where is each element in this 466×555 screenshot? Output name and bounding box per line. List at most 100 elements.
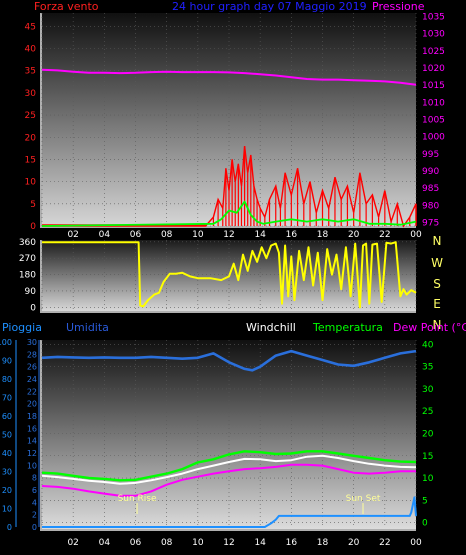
rain-tick-label: 70 xyxy=(2,394,12,403)
pressure-tick-label: 1020 xyxy=(422,64,445,74)
temp-humidity-axis-labels: 0510152025303540010203040506070809010002… xyxy=(0,338,434,548)
chart-title: 24 hour graph day 07 Maggio 2019 xyxy=(172,0,367,13)
wind-pressure-axis-labels: 0510152025303540459759809859909951000100… xyxy=(25,12,446,240)
compass-label: E xyxy=(433,297,441,311)
x-tick-label: 06 xyxy=(130,230,142,240)
temperature-tick-label: 15 xyxy=(422,452,433,462)
wind-series-line xyxy=(41,200,417,227)
x-tick-label: 00 xyxy=(410,538,422,548)
pressure-tick-label: 1030 xyxy=(422,30,445,40)
x-tick-label: 08 xyxy=(161,230,173,240)
x-tick-label: 00 xyxy=(410,230,422,240)
rain-tick-label: 10 xyxy=(2,505,12,514)
rain-tick-label: 50 xyxy=(2,431,12,440)
temperature-axis-title: Temperatura xyxy=(312,321,383,334)
x-tick-label: 12 xyxy=(223,230,234,240)
x-tick-label: 16 xyxy=(286,538,298,548)
temperature-series-line xyxy=(41,450,417,482)
humidity-tick-label: 28 xyxy=(27,350,37,359)
rain-tick-label: 30 xyxy=(2,468,12,477)
humidity-tick-label: 0 xyxy=(32,523,37,532)
pressure-tick-label: 1035 xyxy=(422,12,445,22)
x-tick-label: 20 xyxy=(348,230,360,240)
direction-series-line xyxy=(42,241,417,309)
windchill-axis-title: Windchill xyxy=(246,321,296,334)
temperature-tick-label: 30 xyxy=(422,385,434,395)
wind-tick-label: 0 xyxy=(30,222,36,232)
wind-tick-label: 20 xyxy=(25,133,37,143)
x-tick-label: 22 xyxy=(379,538,390,548)
temperature-tick-label: 35 xyxy=(422,363,433,373)
rain-tick-label: 20 xyxy=(2,486,12,495)
pressure-axis-title: Pressione xyxy=(372,0,425,13)
x-tick-label: 14 xyxy=(254,230,266,240)
x-tick-label: 10 xyxy=(192,538,204,548)
humidity-tick-label: 26 xyxy=(27,363,37,372)
temp-humidity-series xyxy=(41,349,417,528)
humidity-tick-label: 14 xyxy=(27,437,37,446)
temperature-tick-label: 25 xyxy=(422,407,433,417)
rain-tick-label: 0 xyxy=(7,523,12,532)
temperature-tick-label: 40 xyxy=(422,340,434,350)
temperature-tick-label: 10 xyxy=(422,474,434,484)
x-tick-label: 02 xyxy=(67,538,78,548)
rain-tick-label: 80 xyxy=(2,375,12,384)
x-tick-label: 18 xyxy=(317,230,329,240)
pressure-series-line xyxy=(41,68,417,86)
dewpoint-series-line xyxy=(41,463,416,497)
dewpoint-axis-title: Dew Point (°C) xyxy=(393,321,466,334)
sun-annotations: Sun Rise Sun Set xyxy=(118,494,381,514)
pressure-tick-label: 1010 xyxy=(422,98,445,108)
x-tick-label: 06 xyxy=(130,538,142,548)
humidity-axis-title: Umidita xyxy=(66,321,109,334)
pressure-tick-label: 990 xyxy=(422,167,439,177)
rain-tick-label: 60 xyxy=(2,412,12,421)
pressure-tick-label: 985 xyxy=(422,184,439,194)
humidity-tick-label: 30 xyxy=(27,338,37,347)
x-tick-label: 04 xyxy=(99,538,111,548)
direction-tick-label: 360 xyxy=(19,238,36,248)
wind-tick-label: 15 xyxy=(25,155,36,165)
wind-tick-label: 5 xyxy=(30,200,36,210)
pressure-tick-label: 980 xyxy=(422,201,439,211)
x-tick-label: 10 xyxy=(192,230,204,240)
temperature-tick-label: 5 xyxy=(422,496,428,506)
humidity-tick-label: 10 xyxy=(27,461,37,470)
pressure-tick-label: 975 xyxy=(422,219,439,229)
temperature-tick-label: 20 xyxy=(422,430,434,440)
pressure-tick-label: 1015 xyxy=(422,81,445,91)
compass-label: N xyxy=(433,318,442,332)
wind-tick-label: 40 xyxy=(25,45,37,55)
wind-tick-label: 30 xyxy=(25,89,37,99)
temperature-tick-label: 0 xyxy=(422,519,428,529)
humidity-tick-label: 20 xyxy=(27,400,37,409)
humidity-tick-label: 8 xyxy=(32,474,37,483)
wind-pressure-series xyxy=(41,68,417,228)
x-tick-label: 12 xyxy=(223,538,234,548)
rain-tick-label: 40 xyxy=(2,449,12,458)
humidity-tick-label: 4 xyxy=(32,498,37,507)
direction-tick-label: 270 xyxy=(19,254,36,264)
pressure-tick-label: 1000 xyxy=(422,133,445,143)
humidity-tick-label: 16 xyxy=(27,424,37,433)
compass-label: W xyxy=(431,256,443,270)
x-tick-label: 04 xyxy=(99,230,111,240)
pressure-tick-label: 995 xyxy=(422,150,439,160)
direction-tick-label: 0 xyxy=(30,303,36,313)
rain-tick-label: 100 xyxy=(0,338,12,347)
pressure-tick-label: 1005 xyxy=(422,116,445,126)
humidity-tick-label: 2 xyxy=(32,511,37,520)
compass-label: N xyxy=(433,234,442,248)
sun-annotation-label: Sun Rise xyxy=(118,494,157,504)
x-tick-label: 08 xyxy=(161,538,173,548)
temp-humidity-plot-area xyxy=(42,340,416,529)
rain-axis-title: Pioggia xyxy=(2,321,42,334)
x-tick-label: 02 xyxy=(67,230,78,240)
humidity-tick-label: 12 xyxy=(27,449,37,458)
wind-tick-label: 25 xyxy=(25,111,36,121)
humidity-tick-label: 18 xyxy=(27,412,37,421)
x-tick-label: 22 xyxy=(379,230,390,240)
wind-axis-title: Forza vento xyxy=(34,0,99,13)
